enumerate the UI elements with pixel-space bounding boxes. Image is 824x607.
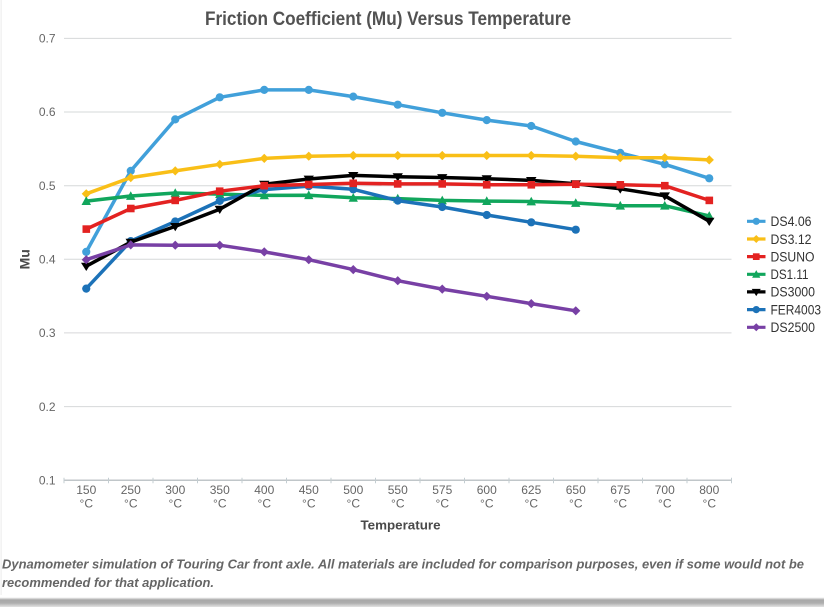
svg-text:°C: °C (703, 497, 717, 511)
svg-text:°C: °C (614, 497, 628, 511)
svg-text:575: 575 (432, 483, 452, 497)
svg-text:675: 675 (610, 483, 630, 497)
svg-text:°C: °C (80, 497, 94, 511)
svg-text:Temperature: Temperature (361, 518, 441, 533)
svg-text:°C: °C (169, 497, 183, 511)
svg-text:0.1: 0.1 (39, 473, 56, 487)
svg-text:DS3.12: DS3.12 (771, 232, 812, 247)
svg-text:650: 650 (566, 483, 586, 497)
svg-text:500: 500 (343, 483, 363, 497)
svg-text:0.5: 0.5 (39, 179, 56, 193)
svg-text:625: 625 (521, 483, 541, 497)
svg-text:0.3: 0.3 (39, 326, 56, 340)
svg-text:0.6: 0.6 (39, 105, 56, 119)
svg-text:Mu: Mu (16, 249, 32, 269)
svg-text:°C: °C (525, 497, 539, 511)
svg-text:450: 450 (299, 483, 319, 497)
svg-text:DS3000: DS3000 (771, 285, 816, 300)
svg-text:°C: °C (569, 497, 583, 511)
svg-text:Friction Coefficient (Mu) Vers: Friction Coefficient (Mu) Versus Tempera… (205, 9, 571, 30)
svg-text:800: 800 (699, 483, 719, 497)
svg-text:DS2500: DS2500 (771, 320, 816, 335)
svg-text:0.2: 0.2 (39, 400, 56, 414)
svg-text:150: 150 (76, 483, 96, 497)
svg-text:°C: °C (258, 497, 272, 511)
svg-text:°C: °C (347, 497, 361, 511)
svg-text:550: 550 (388, 483, 408, 497)
svg-text:350: 350 (210, 483, 230, 497)
svg-text:recommended for that applicati: recommended for that application. (2, 575, 214, 590)
svg-text:°C: °C (658, 497, 672, 511)
svg-text:DS1.11: DS1.11 (771, 267, 809, 282)
svg-text:0.7: 0.7 (39, 32, 56, 46)
svg-text:°C: °C (391, 497, 405, 511)
svg-text:°C: °C (480, 497, 494, 511)
svg-text:0.4: 0.4 (39, 253, 56, 267)
svg-text:°C: °C (436, 497, 450, 511)
svg-text:300: 300 (165, 483, 185, 497)
svg-text:DSUNO: DSUNO (771, 249, 815, 264)
svg-text:400: 400 (254, 483, 274, 497)
svg-text:600: 600 (477, 483, 497, 497)
svg-text:FER4003: FER4003 (771, 302, 822, 317)
svg-text:°C: °C (124, 497, 138, 511)
svg-text:DS4.06: DS4.06 (771, 214, 812, 229)
svg-text:°C: °C (302, 497, 316, 511)
svg-text:700: 700 (655, 483, 675, 497)
svg-text:250: 250 (121, 483, 141, 497)
svg-text:Dynamometer simulation of Tour: Dynamometer simulation of Touring Car fr… (2, 557, 804, 572)
svg-text:°C: °C (213, 497, 227, 511)
